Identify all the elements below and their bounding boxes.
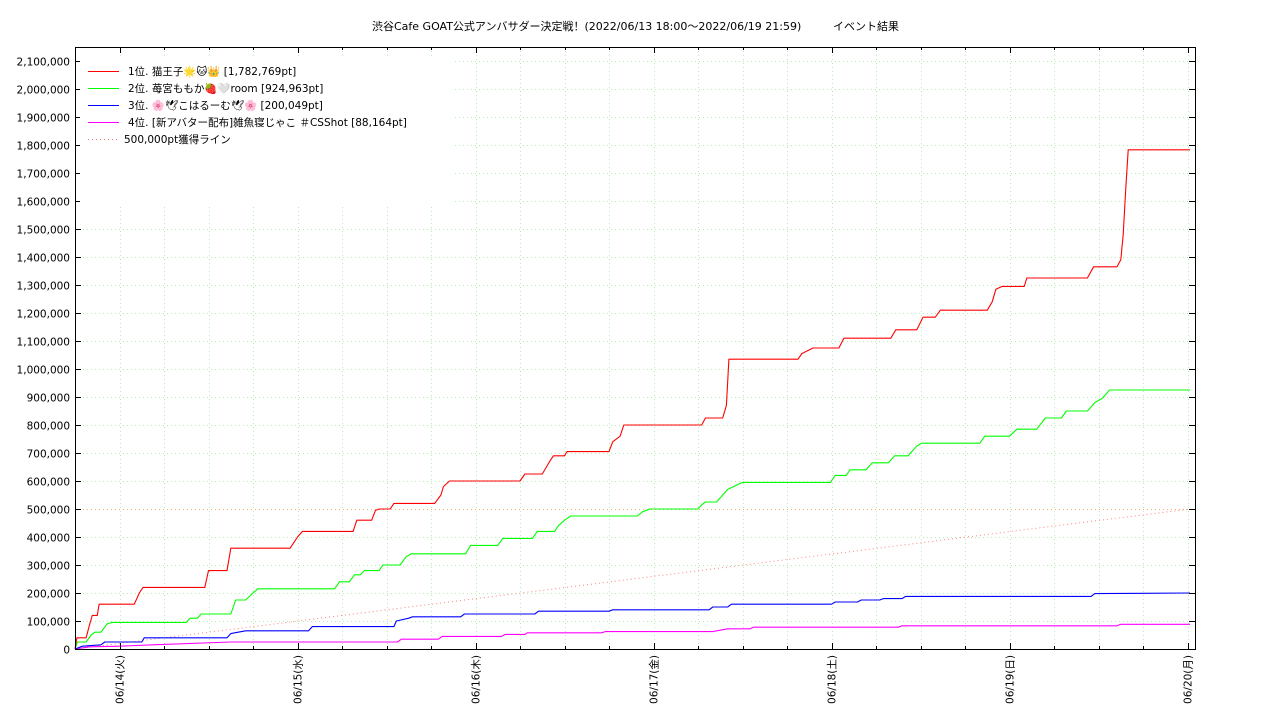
y-tick-label: 100,000: [27, 617, 70, 629]
y-tick-label: 1,600,000: [17, 197, 70, 209]
plot-frame: [75, 47, 1196, 650]
x-tick-label: 06/14(火): [115, 655, 127, 704]
legend-label: 4位. [新アバター配布]雑魚寝じゃこ ＃CSShot [88,164pt]: [128, 116, 407, 129]
y-tick-label: 1,300,000: [17, 281, 70, 293]
y-tick-label: 1,700,000: [17, 169, 70, 181]
y-tick-label: 0: [63, 645, 70, 657]
x-tick-label: 06/20(月): [1183, 655, 1195, 704]
y-tick-label: 1,500,000: [17, 225, 70, 237]
chart-subtitle: イベント結果: [833, 19, 899, 33]
legend-background: [80, 57, 455, 207]
x-tick-label: 06/15(水): [293, 655, 305, 704]
legend-label: 3位. 🌸🕊こはるーむ🕊🌸 [200,049pt]: [128, 99, 323, 112]
y-tick-label: 200,000: [27, 589, 70, 601]
legend-label: 500,000pt獲得ライン: [124, 133, 231, 146]
y-tick-label: 1,400,000: [17, 253, 70, 265]
series-line-1: [74, 149, 1190, 650]
y-tick-label: 700,000: [27, 449, 70, 461]
y-tick-label: 1,900,000: [17, 113, 70, 125]
x-tick-label: 06/16(木): [471, 655, 483, 704]
legend-label: 1位. 猫王子🌟🐱👑 [1,782,769pt]: [128, 65, 296, 78]
series-line-4: [74, 623, 1190, 650]
legend-label: 2位. 苺宮ももか🍓🤍room [924,963pt]: [128, 82, 323, 95]
y-tick-label: 2,000,000: [17, 85, 70, 97]
y-tick-label: 1,200,000: [17, 309, 70, 321]
series-line-2: [74, 389, 1190, 650]
legend: 1位. 猫王子🌟🐱👑 [1,782,769pt] 2位. 苺宮ももか🍓🤍room …: [80, 57, 455, 207]
x-tick-label: 06/19(日): [1005, 655, 1017, 704]
y-tick-label: 800,000: [27, 421, 70, 433]
reference-lines: [74, 508, 1191, 650]
y-tick-label: 300,000: [27, 561, 70, 573]
y-axis: 0 100,000 200,000 300,000 400,000 500,000 600,…: [17, 57, 1195, 657]
y-tick-label: 2,100,000: [17, 57, 70, 69]
y-tick-label: 1,800,000: [17, 141, 70, 153]
reference-line: [74, 508, 1191, 650]
x-tick-label: 06/18(土): [826, 655, 839, 704]
y-tick-label: 900,000: [27, 393, 70, 405]
y-tick-label: 600,000: [27, 477, 70, 489]
y-tick-label: 500,000: [27, 505, 70, 517]
series-line-3: [74, 592, 1191, 650]
x-tick-label: 06/17(金): [648, 655, 661, 704]
chart-title: 渋谷Cafe GOAT公式アンバサダー決定戦！(2022/06/13 18:00…: [372, 19, 801, 33]
series-lines: [74, 149, 1191, 650]
y-tick-label: 400,000: [27, 533, 70, 545]
y-tick-label: 1,100,000: [17, 337, 70, 349]
y-tick-label: 1,000,000: [17, 365, 70, 377]
x-axis: 06/14(火) 06/15(水) 06/16(木) 06/17(金) 06/18(土)…: [115, 47, 1195, 704]
